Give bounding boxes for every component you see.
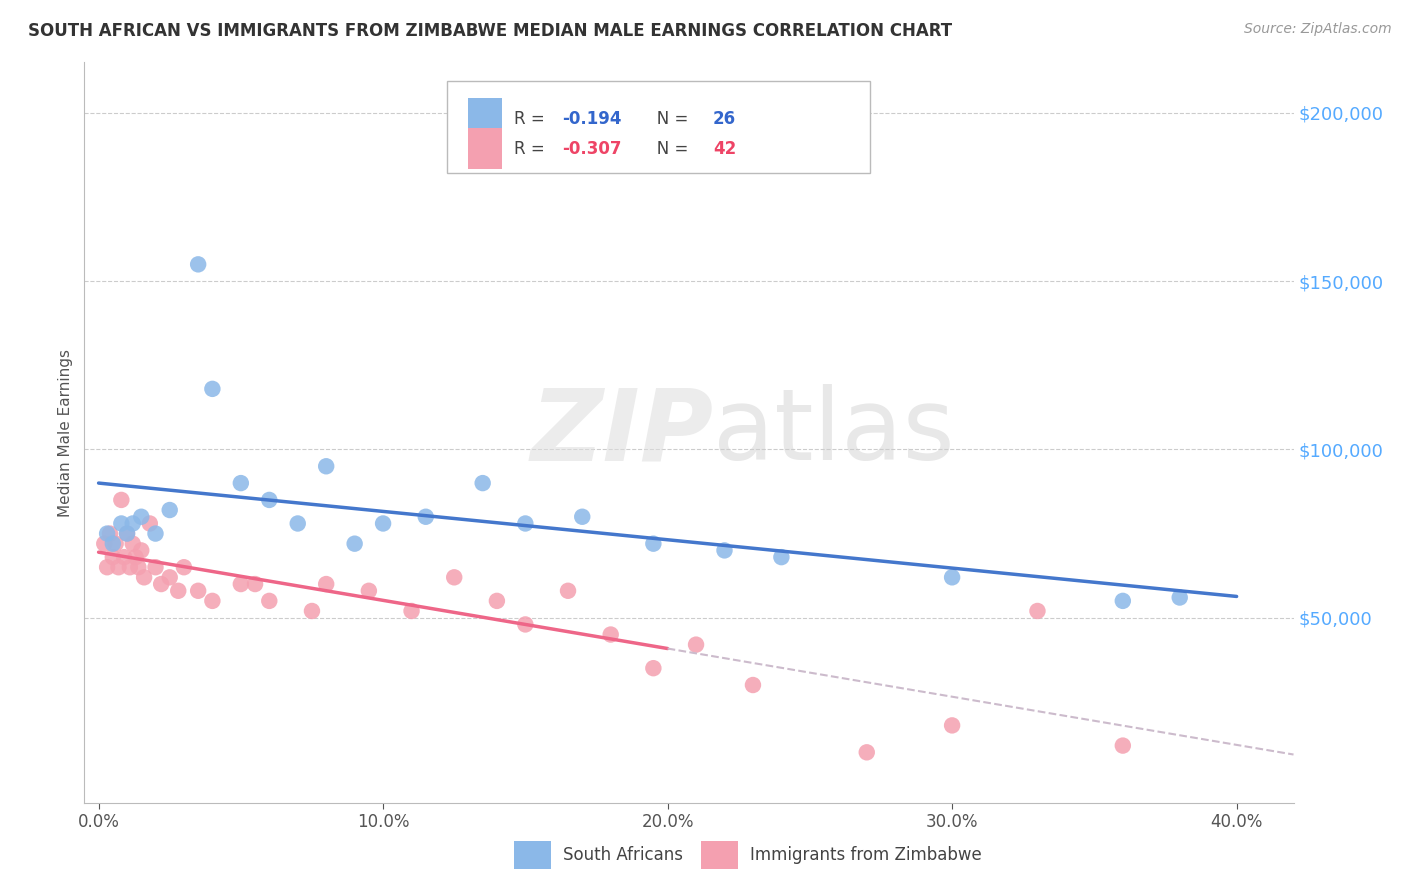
Text: 42: 42 xyxy=(713,139,737,158)
Point xyxy=(259,492,281,507)
Point xyxy=(150,577,173,591)
Point xyxy=(515,516,537,531)
Point xyxy=(93,536,115,550)
Point xyxy=(201,594,224,608)
Point xyxy=(187,583,209,598)
Point xyxy=(685,638,707,652)
Point xyxy=(129,543,152,558)
Point xyxy=(1168,591,1191,605)
Point xyxy=(343,536,366,550)
Point xyxy=(471,476,494,491)
Point xyxy=(770,550,793,565)
Point xyxy=(139,516,162,531)
Point xyxy=(101,550,124,565)
Point xyxy=(115,526,138,541)
Point xyxy=(443,570,465,584)
Point xyxy=(201,382,224,396)
Point xyxy=(145,560,167,574)
Point xyxy=(173,560,195,574)
Point xyxy=(110,492,132,507)
Point xyxy=(121,536,143,550)
Point xyxy=(1112,594,1135,608)
Text: N =: N = xyxy=(641,139,693,158)
Point xyxy=(110,516,132,531)
Point xyxy=(243,577,266,591)
Text: atlas: atlas xyxy=(713,384,955,481)
Point xyxy=(415,509,437,524)
FancyBboxPatch shape xyxy=(468,98,502,139)
Point xyxy=(357,583,380,598)
Point xyxy=(315,459,337,474)
Text: Immigrants from Zimbabwe: Immigrants from Zimbabwe xyxy=(751,846,983,863)
Point xyxy=(96,560,118,574)
Point xyxy=(742,678,765,692)
Point xyxy=(107,560,129,574)
Point xyxy=(713,543,735,558)
FancyBboxPatch shape xyxy=(702,840,738,869)
Point xyxy=(124,550,146,565)
Point xyxy=(127,560,149,574)
Point xyxy=(571,509,593,524)
Point xyxy=(1026,604,1049,618)
Point xyxy=(1112,739,1135,753)
Point xyxy=(101,536,124,550)
Text: South Africans: South Africans xyxy=(562,846,683,863)
Text: 26: 26 xyxy=(713,110,737,128)
Point xyxy=(515,617,537,632)
Point xyxy=(599,627,621,641)
Point xyxy=(855,745,877,759)
Point xyxy=(643,536,665,550)
Point xyxy=(941,718,963,732)
Text: -0.307: -0.307 xyxy=(562,139,621,158)
Point xyxy=(159,503,181,517)
Point xyxy=(301,604,323,618)
Point xyxy=(643,661,665,675)
Point xyxy=(96,526,118,541)
Y-axis label: Median Male Earnings: Median Male Earnings xyxy=(58,349,73,516)
FancyBboxPatch shape xyxy=(513,840,551,869)
Text: -0.194: -0.194 xyxy=(562,110,621,128)
Point xyxy=(129,509,152,524)
Point xyxy=(159,570,181,584)
Point xyxy=(401,604,423,618)
Point xyxy=(98,526,121,541)
Point xyxy=(315,577,337,591)
Text: ZIP: ZIP xyxy=(530,384,713,481)
Point xyxy=(259,594,281,608)
Point xyxy=(941,570,963,584)
Point xyxy=(485,594,508,608)
Point xyxy=(118,560,141,574)
Point xyxy=(557,583,579,598)
Point xyxy=(287,516,309,531)
Text: R =: R = xyxy=(513,110,550,128)
Point xyxy=(229,577,252,591)
Text: N =: N = xyxy=(641,110,693,128)
Point xyxy=(187,257,209,271)
Text: R =: R = xyxy=(513,139,550,158)
Text: Source: ZipAtlas.com: Source: ZipAtlas.com xyxy=(1244,22,1392,37)
FancyBboxPatch shape xyxy=(447,81,870,173)
Point xyxy=(121,516,143,531)
Point xyxy=(371,516,394,531)
Text: SOUTH AFRICAN VS IMMIGRANTS FROM ZIMBABWE MEDIAN MALE EARNINGS CORRELATION CHART: SOUTH AFRICAN VS IMMIGRANTS FROM ZIMBABW… xyxy=(28,22,952,40)
Point xyxy=(145,526,167,541)
FancyBboxPatch shape xyxy=(468,128,502,169)
Point xyxy=(104,536,127,550)
Point xyxy=(132,570,155,584)
Point xyxy=(115,526,138,541)
Point xyxy=(112,550,135,565)
Point xyxy=(229,476,252,491)
Point xyxy=(167,583,190,598)
